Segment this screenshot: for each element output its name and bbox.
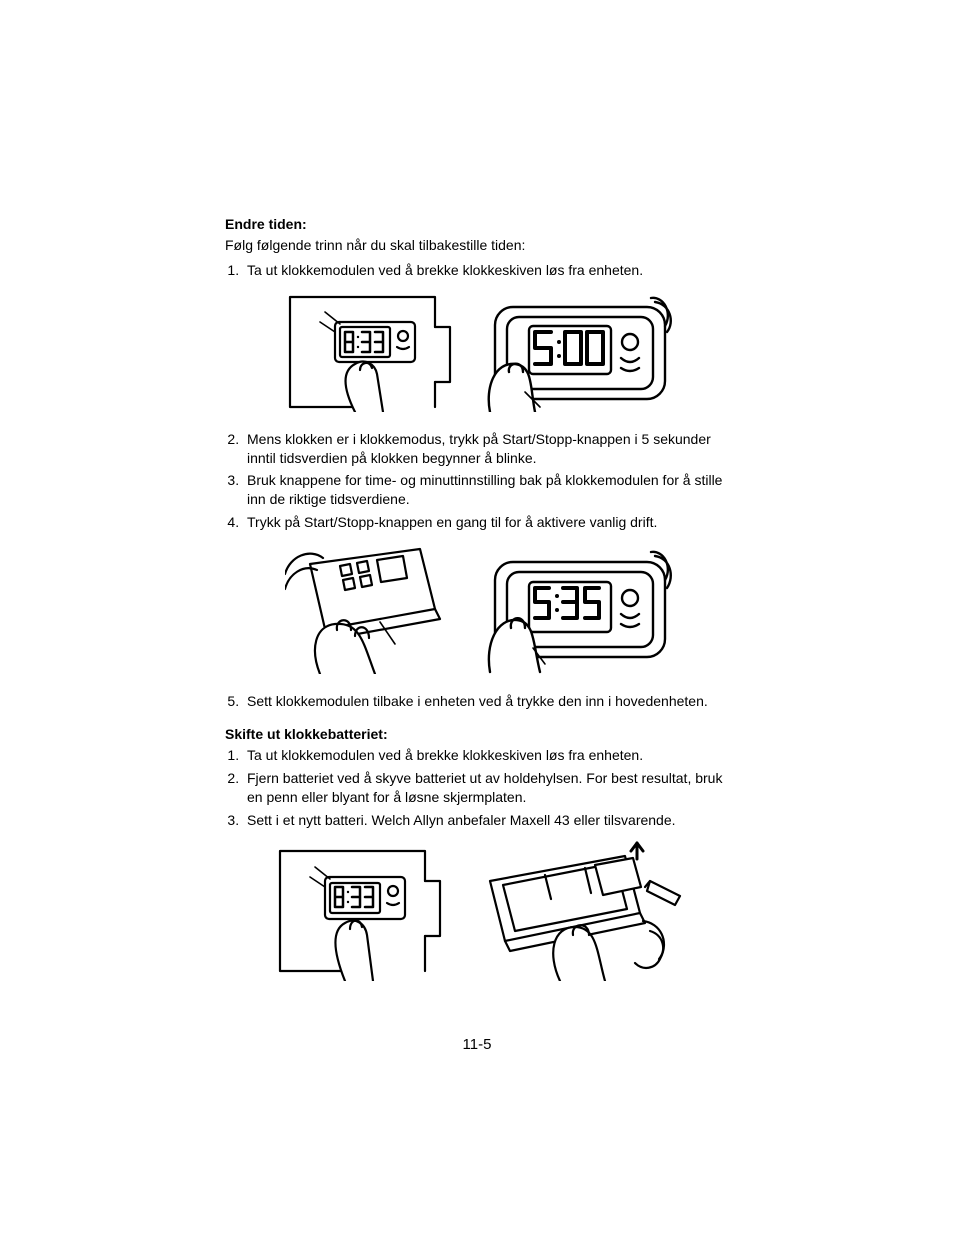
section1-step-2: Mens klokken er i klokkemodus, trykk på … — [243, 430, 734, 468]
section1-steps: Ta ut klokkemodulen ved å brekke klokkes… — [225, 261, 734, 280]
section2-step-2: Fjern batteriet ved å skyve batteriet ut… — [243, 769, 734, 807]
section1-steps-cont: Mens klokken er i klokkemodus, trykk på … — [225, 430, 734, 532]
section2-step-1: Ta ut klokkemodulen ved å brekke klokkes… — [243, 746, 734, 765]
section1-step-3: Bruk knappene for time- og minuttinnstil… — [243, 471, 734, 509]
figure-row-2 — [225, 544, 734, 674]
figure-module-set-time-icon — [485, 544, 675, 674]
page-number: 11-5 — [0, 1035, 954, 1055]
figure-row-3 — [225, 841, 734, 981]
section2-steps: Ta ut klokkemodulen ved å brekke klokkes… — [225, 746, 734, 830]
figure-back-buttons-icon — [285, 544, 455, 674]
section1-step-4: Trykk på Start/Stopp-knappen en gang til… — [243, 513, 734, 532]
figure-remove-module-2-icon — [275, 841, 445, 981]
figure-remove-battery-icon — [475, 841, 685, 981]
section1-intro: Følg følgende trinn når du skal tilbakes… — [225, 236, 734, 255]
section1-heading: Endre tiden: — [225, 215, 734, 234]
figure-row-1 — [225, 292, 734, 412]
section2-heading: Skifte ut klokkebatteriet: — [225, 725, 734, 744]
section1-steps-end: Sett klokkemodulen tilbake i enheten ved… — [225, 692, 734, 711]
figure-remove-module-icon — [285, 292, 455, 412]
section1-step-1: Ta ut klokkemodulen ved å brekke klokkes… — [243, 261, 734, 280]
section1-step-5: Sett klokkemodulen tilbake i enheten ved… — [243, 692, 734, 711]
figure-detached-module-icon — [485, 292, 675, 412]
section2-step-3: Sett i et nytt batteri. Welch Allyn anbe… — [243, 811, 734, 830]
document-page: Endre tiden: Følg følgende trinn når du … — [0, 0, 954, 1235]
